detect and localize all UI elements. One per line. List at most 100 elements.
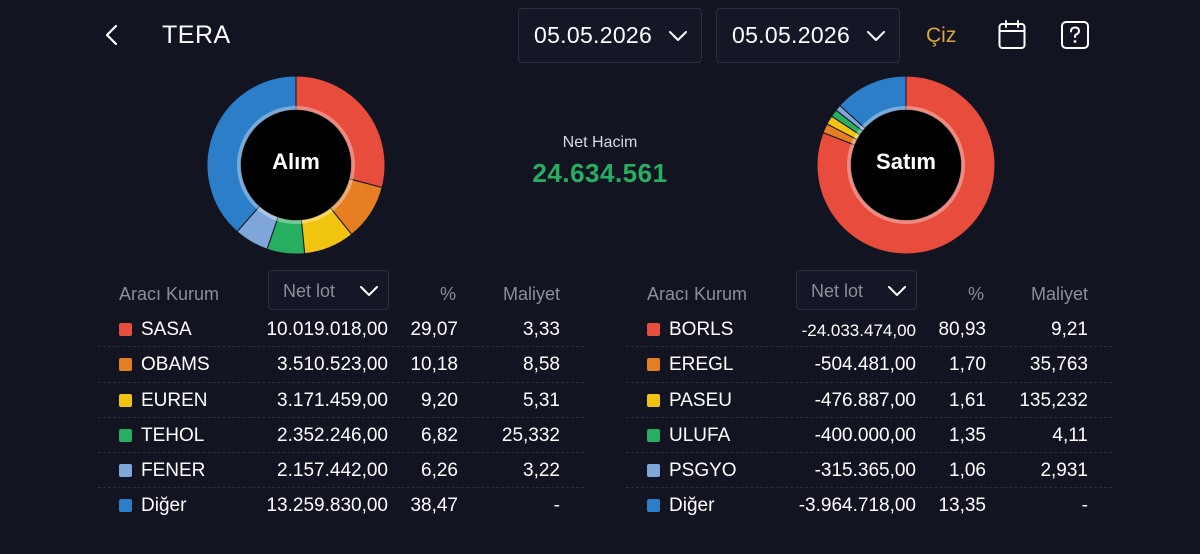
legend-swatch (119, 464, 132, 478)
legend-swatch (647, 464, 660, 478)
legend-swatch (647, 323, 660, 336)
broker-column-header: Aracı Kurum (119, 284, 220, 304)
start-date-value: 05.05.2026 (534, 22, 653, 48)
cost-value: 3,22 (523, 460, 560, 482)
legend-swatch (647, 428, 660, 442)
table-row[interactable]: PASEU -476.887,00 1,61 135,232 (626, 383, 1112, 418)
table-row[interactable]: EUREN 3.171.459,00 9,20 5,31 (98, 383, 584, 418)
legend-swatch (119, 323, 132, 336)
table-row[interactable]: Diğer 13.259.830,00 38,47 - (98, 488, 584, 523)
sell-donut-label: Satım (876, 149, 936, 174)
broker-name: EUREN (141, 389, 208, 411)
cost-value: - (1081, 495, 1088, 517)
broker-name: ULUFA (669, 424, 731, 446)
net-volume-label: Net Hacim (562, 134, 638, 151)
percent-column-header: % (439, 284, 456, 304)
broker-name: PSGYO (669, 460, 737, 482)
chevron-down-icon (888, 286, 906, 296)
end-date-value: 05.05.2026 (732, 22, 851, 48)
net-lot-value: 2.352.246,00 (277, 424, 388, 446)
legend-swatch (647, 358, 660, 372)
percent-value: 1,70 (949, 354, 986, 376)
draw-button[interactable]: Çiz (926, 24, 957, 47)
percent-value: 9,20 (421, 389, 458, 411)
buy-sort-value: Net lot (283, 281, 336, 301)
percent-value: 29,07 (410, 319, 458, 340)
cost-value: 135,232 (1019, 389, 1088, 411)
sell-sort-select[interactable]: Net lot (796, 270, 917, 310)
legend-swatch (647, 393, 660, 407)
chevron-down-icon (360, 286, 378, 296)
percent-value: 6,26 (421, 460, 458, 482)
net-lot-value: 13.259.830,00 (266, 495, 388, 517)
chevron-left-icon[interactable] (100, 20, 124, 50)
net-lot-value: -315.365,00 (814, 460, 916, 482)
table-row[interactable]: PSGYO -315.365,00 1,06 2,931 (626, 453, 1112, 489)
table-row[interactable]: BORLS -24.033.474,00 80,93 9,21 (626, 312, 1112, 348)
cost-value: 35,763 (1029, 354, 1088, 376)
cost-value: 5,31 (523, 389, 560, 411)
top-bar: TERA 05.05.2026 05.05.2026 Çiz (0, 0, 1200, 72)
net-lot-value: 3.171.459,00 (277, 389, 388, 411)
buy-sort-select[interactable]: Net lot (268, 270, 389, 310)
sell-donut-svg (816, 75, 996, 255)
percent-value: 1,35 (949, 424, 986, 446)
help-icon[interactable] (1061, 21, 1089, 49)
table-row[interactable]: Diğer -3.964.718,00 13,35 - (626, 488, 1112, 523)
cost-value: 2,931 (1040, 460, 1088, 482)
broker-name: Diğer (669, 495, 715, 517)
buy-donut-chart: Alım (206, 75, 386, 255)
net-lot-value: 10.019.018,00 (266, 319, 388, 340)
table-row[interactable]: EREGL -504.481,00 1,70 35,763 (626, 347, 1112, 383)
sell-table-header: Aracı Kurum Net lot % Maliyet (626, 270, 1112, 312)
broker-name: FENER (141, 460, 206, 482)
buy-rows: SASA 10.019.018,00 29,07 3,33 OBAMS 3.510.523… (98, 312, 584, 524)
cost-value: 9,21 (1051, 319, 1088, 340)
net-volume-value: 24.634.561 (532, 158, 668, 188)
buy-donut-label: Alım (272, 149, 320, 174)
percent-value: 13,35 (938, 495, 986, 517)
cost-value: 4,11 (1052, 424, 1088, 446)
percent-value: 80,93 (938, 319, 986, 340)
broker-name: EREGL (669, 354, 734, 376)
net-lot-value: -504.481,00 (814, 354, 916, 376)
sell-sort-value: Net lot (811, 281, 864, 301)
net-lot-value: 3.510.523,00 (277, 354, 388, 376)
percent-value: 1,06 (949, 460, 986, 482)
percent-value: 6,82 (421, 424, 458, 446)
net-lot-value: 2.157.442,00 (277, 460, 388, 482)
table-row[interactable]: TEHOL 2.352.246,00 6,82 25,332 (98, 418, 584, 454)
percent-value: 1,61 (949, 389, 986, 411)
percent-value: 38,47 (410, 495, 458, 517)
calendar-icon[interactable] (997, 19, 1027, 51)
percent-value: 10,18 (410, 354, 458, 376)
cost-column-header: Maliyet (1030, 284, 1088, 304)
sell-table: Aracı Kurum Net lot % Maliyet BORLS -24.0… (626, 270, 1112, 524)
legend-swatch (119, 393, 132, 407)
broker-column-header: Aracı Kurum (647, 284, 748, 304)
table-row[interactable]: OBAMS 3.510.523,00 10,18 8,58 (98, 347, 584, 383)
legend-swatch (647, 499, 660, 513)
cost-value: - (553, 495, 560, 517)
table-row[interactable]: ULUFA -400.000,00 1,35 4,11 (626, 418, 1112, 454)
sell-rows: BORLS -24.033.474,00 80,93 9,21 EREGL -504.48… (626, 312, 1112, 524)
start-date-select[interactable]: 05.05.2026 (518, 8, 702, 63)
table-row[interactable]: SASA 10.019.018,00 29,07 3,33 (98, 312, 584, 348)
net-lot-value: -400.000,00 (814, 424, 916, 446)
table-row[interactable]: FENER 2.157.442,00 6,26 3,22 (98, 453, 584, 489)
broker-name: OBAMS (141, 354, 210, 376)
cost-column-header: Maliyet (502, 284, 560, 304)
broker-name: PASEU (669, 389, 733, 411)
buy-table: Aracı Kurum Net lot % Maliyet SASA 10.019… (98, 270, 584, 524)
cost-value: 25,332 (501, 424, 560, 446)
cost-value: 3,33 (523, 319, 560, 340)
net-lot-value: -3.964.718,00 (798, 495, 916, 517)
donut-slice-diğer[interactable] (839, 75, 907, 129)
end-date-select[interactable]: 05.05.2026 (716, 8, 900, 63)
broker-name: BORLS (669, 319, 734, 340)
chevron-down-icon (867, 31, 885, 41)
net-volume: Net Hacim 24.634.561 (500, 134, 700, 189)
percent-column-header: % (967, 284, 984, 304)
legend-swatch (119, 499, 132, 513)
cost-value: 8,58 (523, 354, 560, 376)
